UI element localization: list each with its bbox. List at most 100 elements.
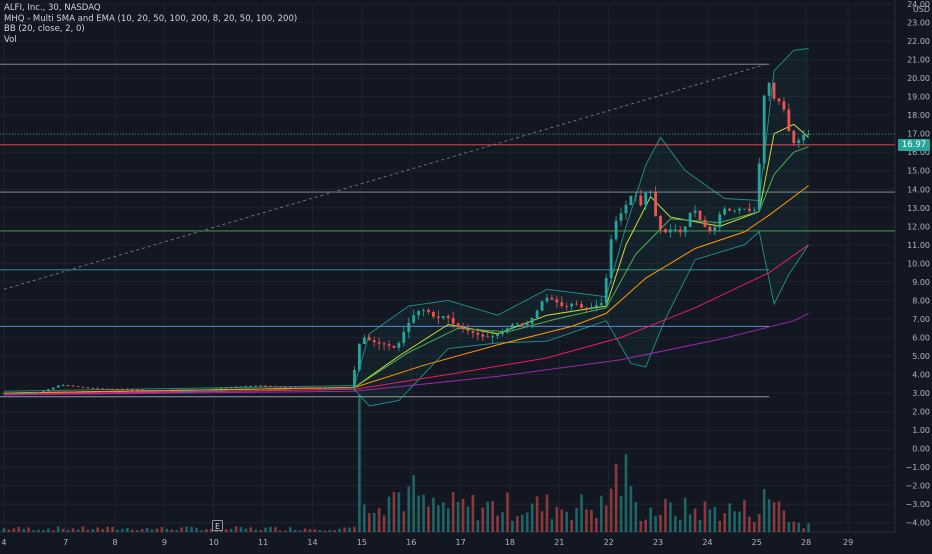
volume-bar — [382, 515, 386, 532]
candle-body — [515, 323, 519, 325]
candle-body — [451, 318, 455, 324]
candle-body — [678, 229, 682, 233]
volume-bar — [155, 528, 159, 532]
volume-bar — [669, 502, 672, 532]
volume-bar — [678, 519, 682, 532]
candle-body — [659, 216, 662, 230]
volume-bar — [140, 528, 144, 532]
x-tick-label: 14 — [307, 538, 317, 547]
candle-body — [476, 332, 480, 335]
volume-bar — [397, 492, 401, 532]
candle-body — [698, 210, 702, 220]
y-tick-label: 3.00 — [912, 389, 930, 398]
candle-body — [550, 297, 554, 300]
x-tick-label: 10 — [209, 538, 219, 547]
volume-bar — [466, 506, 470, 532]
volume-bar — [333, 530, 336, 532]
y-tick-label: −3.00 — [905, 500, 930, 509]
volume-bar — [506, 492, 509, 532]
candle-body — [402, 331, 406, 344]
volume-bar — [145, 527, 149, 532]
candle-body — [170, 390, 174, 392]
candle-body — [422, 310, 425, 312]
volume-bar — [674, 515, 677, 532]
legend-volume-indicator[interactable]: Vol — [4, 34, 17, 45]
volume-bar — [599, 495, 603, 532]
earnings-event-marker[interactable]: E — [212, 520, 223, 531]
candle-body — [121, 389, 124, 390]
volume-bar — [688, 514, 692, 532]
volume-bar — [165, 528, 169, 532]
volume-bar — [427, 506, 430, 532]
volume-bar — [259, 529, 262, 532]
candle-body — [204, 389, 208, 391]
volume-bar — [126, 527, 129, 532]
volume-bar — [757, 514, 761, 532]
candle-body — [234, 386, 238, 388]
candle-body — [37, 392, 40, 394]
candle-body — [214, 388, 218, 390]
candle-body — [614, 220, 618, 240]
candle-body — [782, 101, 786, 110]
volume-bar — [71, 528, 75, 532]
candle-body — [288, 387, 292, 389]
legend-ma-indicator[interactable]: MHQ - Multi SMA and EMA (10, 20, 50, 100… — [4, 13, 298, 24]
candle-body — [713, 227, 717, 232]
legend-symbol[interactable]: ALFI, Inc., 30, NASDAQ — [4, 3, 101, 13]
volume-bar — [782, 510, 786, 532]
volume-bar — [520, 514, 524, 532]
candle-body — [17, 393, 21, 394]
y-tick-label: 5.00 — [912, 352, 930, 361]
volume-bar — [575, 507, 578, 532]
volume-bar — [624, 454, 628, 532]
volume-bar — [432, 497, 435, 532]
candle-body — [303, 387, 307, 389]
candle-body — [81, 386, 85, 388]
volume-bar — [609, 488, 613, 532]
volume-bar — [743, 499, 746, 532]
volume-bar — [116, 529, 119, 532]
candle-body — [367, 337, 371, 341]
candle-body — [278, 386, 282, 388]
volume-bar — [328, 530, 332, 532]
volume-bar — [7, 529, 11, 532]
volume-bar — [313, 529, 317, 532]
volume-bar — [535, 496, 539, 532]
candle-body — [481, 334, 485, 337]
candle-body — [387, 344, 391, 346]
volume-bar — [363, 504, 366, 532]
volume-bar — [269, 526, 272, 532]
volume-bar — [748, 516, 751, 532]
volume-bar — [170, 529, 174, 532]
legend-bb-indicator[interactable]: BB (20, close, 2, 0) — [4, 24, 85, 34]
x-tick-label: 18 — [505, 538, 515, 547]
candle-body — [106, 388, 110, 390]
currency-label: USD — [913, 5, 930, 14]
candle-body — [298, 387, 302, 389]
volume-bar — [96, 527, 100, 532]
candle-body — [634, 195, 638, 197]
volume-bar — [279, 530, 282, 532]
volume-bar — [52, 530, 55, 532]
volume-bar — [81, 526, 85, 532]
candle-body — [397, 343, 401, 348]
volume-bar — [377, 508, 381, 532]
candle-body — [787, 109, 791, 131]
candle-body — [436, 316, 440, 319]
moving-average-line — [3, 185, 809, 394]
candle-body — [752, 209, 756, 211]
candle-body — [599, 303, 603, 306]
x-tick-label: 23 — [653, 538, 663, 547]
candle-body — [357, 343, 361, 370]
candle-body — [116, 389, 119, 390]
candle-body — [688, 212, 692, 227]
y-tick-label: 14.00 — [907, 185, 930, 194]
candle-body — [466, 329, 470, 331]
candle-body — [718, 214, 722, 228]
candle-body — [269, 386, 272, 387]
volume-bar — [367, 513, 371, 532]
volume-bar — [486, 501, 490, 532]
candle-body — [708, 226, 712, 232]
